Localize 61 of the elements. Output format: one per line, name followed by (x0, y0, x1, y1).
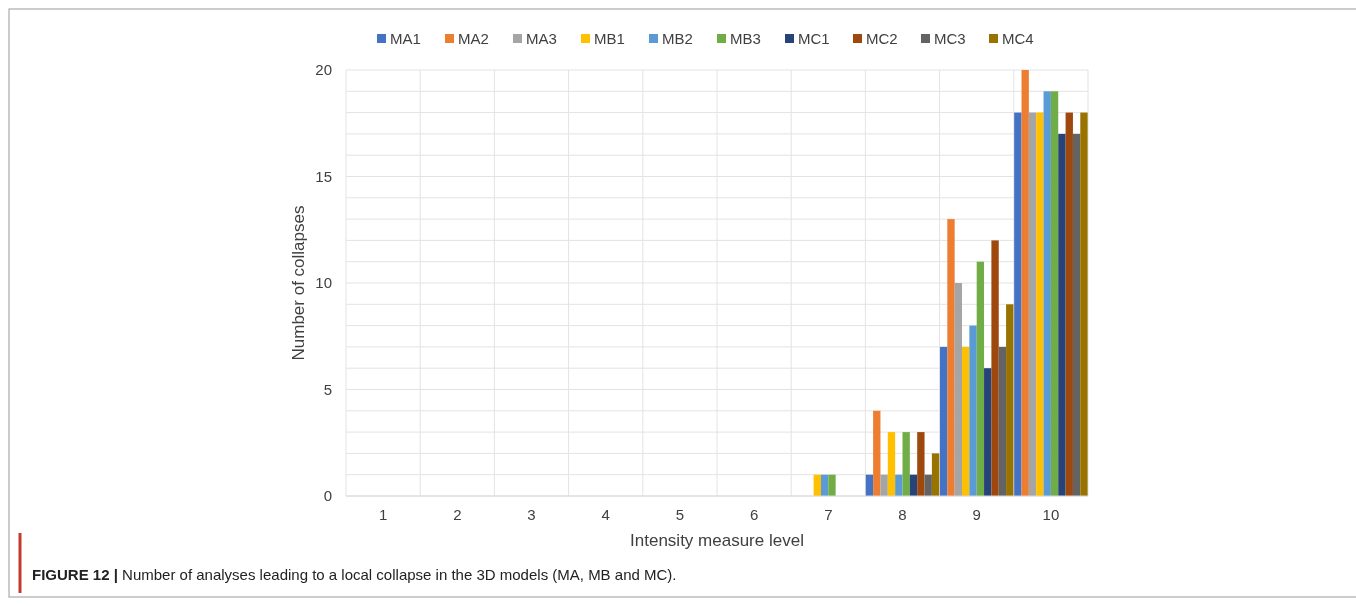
bar (947, 219, 955, 496)
legend-label: MA2 (458, 30, 489, 47)
x-tick-label: 7 (824, 506, 833, 523)
x-tick-label: 3 (527, 506, 536, 523)
bar (984, 368, 992, 496)
bar (1021, 70, 1029, 496)
bar (1065, 112, 1073, 496)
x-tick-label: 1 (378, 506, 388, 523)
bar (931, 453, 940, 496)
bar (969, 325, 977, 496)
bar (976, 261, 985, 496)
bar (939, 346, 948, 496)
bar (924, 474, 932, 496)
bar (1072, 133, 1081, 496)
bar (1050, 91, 1059, 496)
legend-label: MC4 (1002, 30, 1034, 47)
y-axis-title: Number of collapses (289, 205, 308, 361)
x-tick-label: 4 (601, 506, 610, 523)
bar (909, 474, 918, 496)
bar (1058, 133, 1066, 496)
bar (1028, 112, 1037, 496)
x-tick-label: 5 (675, 506, 685, 523)
bar (873, 410, 881, 496)
x-tick-label: 8 (898, 506, 907, 523)
bar (991, 240, 999, 496)
bar (880, 474, 888, 496)
bar (954, 283, 963, 496)
legend-label: MC1 (798, 30, 830, 47)
bar (962, 346, 970, 496)
bar (998, 346, 1007, 496)
legend-label: MB1 (594, 30, 625, 47)
bar (865, 474, 874, 496)
bar (828, 474, 836, 496)
legend-label: MA3 (526, 30, 557, 47)
legend-label: MC3 (934, 30, 966, 47)
bar (1014, 112, 1022, 496)
bar (902, 432, 910, 496)
bar (813, 474, 821, 496)
legend-label: MC2 (866, 30, 898, 47)
y-tick-label: 5 (323, 380, 332, 398)
bar (1080, 112, 1088, 496)
legend-label: MA1 (390, 30, 421, 47)
bar (1036, 112, 1044, 496)
x-tick-label: 9 (972, 506, 981, 523)
y-tick-label: 15 (315, 167, 332, 185)
legend-label: MB3 (730, 30, 761, 47)
y-tick-label: 10 (315, 274, 332, 292)
bar (820, 474, 829, 496)
bar (917, 432, 925, 496)
legend-label: MB2 (662, 30, 693, 47)
x-tick-label: 10 (1042, 506, 1060, 523)
bar (895, 474, 903, 496)
x-tick-label: 2 (453, 506, 462, 523)
x-axis-title: Intensity measure level (630, 531, 804, 550)
y-tick-label: 0 (323, 487, 332, 505)
caption: FIGURE 12 | Number of analyses leading to a local collapse in the 3D models (MA, MB and MC). (32, 566, 677, 583)
bar (887, 432, 896, 496)
y-tick-label: 20 (315, 61, 332, 79)
bar (1006, 304, 1014, 496)
bar (1043, 91, 1051, 496)
x-tick-label: 6 (749, 506, 759, 523)
